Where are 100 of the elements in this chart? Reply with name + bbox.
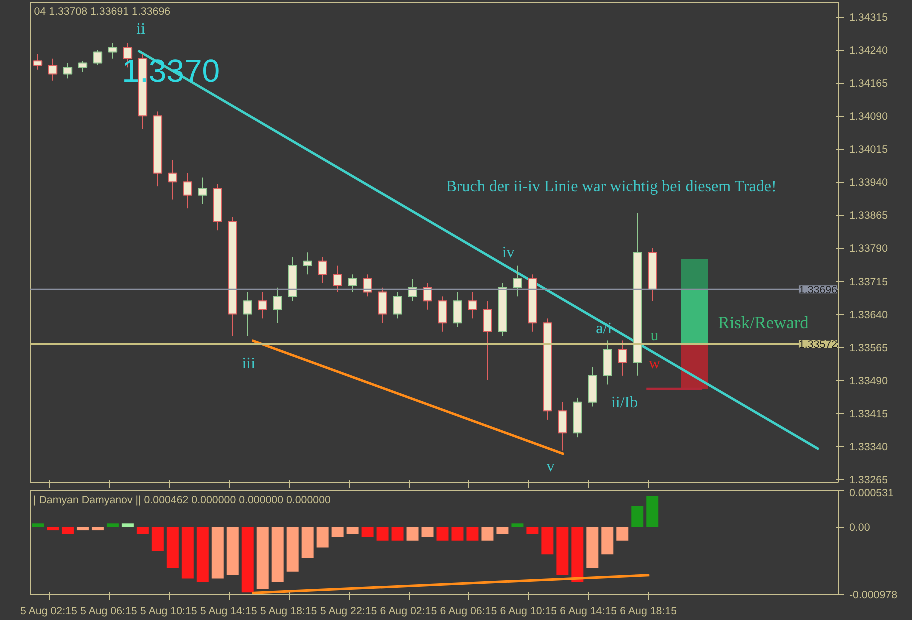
- candlestick: [558, 402, 568, 452]
- bar: [406, 527, 419, 541]
- candlestick: [483, 300, 492, 381]
- annotation: 04 1.33708 1.33691 1.33696: [34, 6, 171, 18]
- y-tick-label: 1.34240: [850, 45, 888, 58]
- bar: [681, 290, 708, 344]
- candlestick: [48, 58, 58, 82]
- bar: [586, 527, 599, 568]
- candlestick: [273, 287, 282, 324]
- candlestick: [33, 54, 43, 70]
- bar: [256, 527, 269, 590]
- candlestick: [348, 274, 358, 293]
- bar: [496, 527, 509, 534]
- bar: [166, 527, 179, 568]
- bar: [542, 527, 554, 555]
- x-tick-label: 5 Aug 18:15: [260, 606, 318, 618]
- bar: [136, 527, 149, 534]
- y-tick-label: 1.33490: [850, 375, 888, 388]
- bar: [452, 527, 464, 541]
- candlestick: [183, 172, 193, 210]
- candlestick: [78, 60, 88, 73]
- bar: [681, 259, 708, 290]
- x-tick-label: 6 Aug 18:15: [620, 606, 678, 618]
- candlestick: [618, 340, 628, 376]
- candlestick: [423, 282, 432, 310]
- candlestick: [93, 50, 103, 66]
- x-tick-label: 5 Aug 22:15: [320, 606, 378, 618]
- x-tick-label: 5 Aug 06:15: [80, 606, 138, 618]
- bar: [556, 527, 569, 576]
- bar: [92, 527, 104, 531]
- candlestick: [513, 265, 522, 298]
- bar: [526, 527, 539, 534]
- y-tick-label: 1.33565: [850, 342, 888, 354]
- bar: [332, 527, 344, 538]
- candlestick: [438, 296, 448, 332]
- candlestick: [258, 292, 268, 320]
- candlestick: [198, 177, 208, 205]
- x-tick-label: 5 Aug 14:15: [200, 606, 258, 618]
- annotation: ii/Ib: [611, 394, 638, 412]
- candlestick: [378, 287, 388, 324]
- bar: [632, 506, 644, 528]
- bar: [616, 527, 629, 541]
- x-tick-label: 6 Aug 02:15: [380, 606, 438, 618]
- bar: [76, 527, 89, 531]
- bar: [62, 527, 74, 534]
- ref-line-label: 1.33696: [798, 284, 838, 297]
- x-tick-label: 5 Aug 10:15: [140, 606, 198, 618]
- bar: [466, 527, 479, 541]
- candlestick: [453, 292, 462, 328]
- bar: [182, 527, 194, 579]
- bar: [512, 524, 524, 528]
- ref-line-label: 1.33572: [798, 339, 838, 352]
- y-tick-label: 1.33790: [850, 243, 888, 256]
- bar: [346, 527, 359, 534]
- bar: [226, 527, 239, 576]
- bar: [212, 527, 224, 579]
- y-tick-label: 1.34165: [850, 78, 888, 90]
- candlestick: [108, 42, 118, 60]
- x-tick-label: 6 Aug 06:15: [440, 606, 498, 618]
- x-tick-label: 6 Aug 10:15: [500, 606, 558, 618]
- y-tick-label: 1.34090: [850, 111, 888, 124]
- y-tick-label: -0.000978: [850, 590, 898, 602]
- candlestick: [468, 292, 478, 320]
- bar: [376, 527, 389, 541]
- y-tick-label: 1.34015: [850, 144, 888, 156]
- bar: [572, 527, 584, 582]
- candlestick: [168, 160, 178, 200]
- bar: [316, 527, 329, 548]
- y-tick-label: 0.00: [850, 522, 870, 534]
- candlestick: [63, 62, 73, 80]
- bar: [362, 527, 374, 538]
- bar: [482, 527, 494, 541]
- candlestick: [363, 274, 372, 298]
- annotation: Risk/Reward: [718, 314, 810, 333]
- bar: [602, 527, 614, 555]
- bar: [122, 524, 134, 528]
- bar: [242, 527, 254, 593]
- y-tick-label: 1.34315: [850, 12, 888, 24]
- annotation: a/i: [596, 320, 613, 338]
- bar: [272, 527, 284, 582]
- bar: [32, 524, 44, 528]
- annotation: iv: [502, 244, 515, 262]
- annotation: ii: [136, 21, 146, 38]
- candlestick: [393, 292, 402, 320]
- annotation: u: [650, 327, 659, 344]
- candlestick: [318, 256, 328, 284]
- y-tick-label: 1.33265: [850, 474, 888, 486]
- bar: [286, 527, 299, 572]
- y-tick-label: 1.33865: [850, 210, 888, 222]
- candlestick: [303, 252, 312, 276]
- bar: [302, 527, 314, 558]
- bar: [646, 496, 659, 528]
- x-tick-label: 6 Aug 14:15: [560, 606, 618, 618]
- bar: [106, 524, 119, 528]
- bar: [152, 527, 164, 552]
- y-tick-label: 1.33415: [850, 408, 888, 420]
- bar: [436, 527, 449, 541]
- y-tick-label: 0.000531: [850, 488, 894, 500]
- bar: [422, 527, 434, 538]
- bar: [392, 527, 404, 541]
